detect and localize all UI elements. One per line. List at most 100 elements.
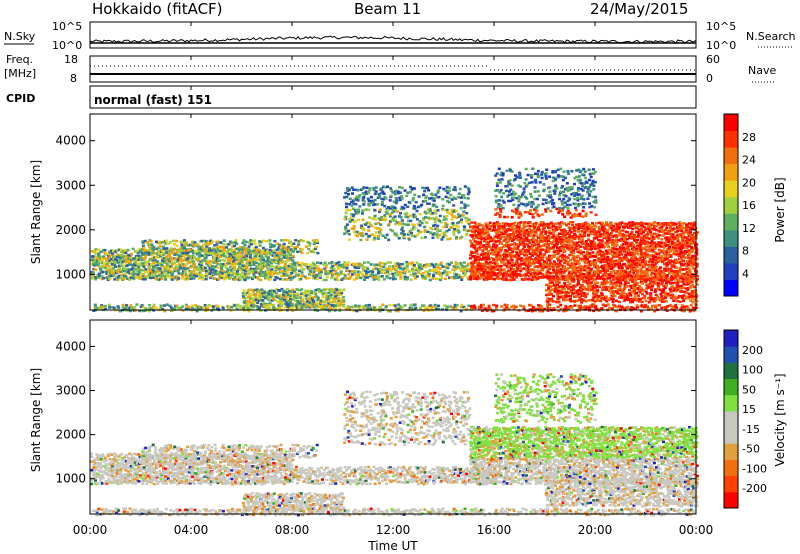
scatter-cell [462,271,466,275]
scatter-cell [584,228,588,232]
scatter-cell [538,259,542,262]
scatter-cell [175,268,179,271]
scatter-cell [399,277,403,281]
scatter-cell [229,248,233,251]
scatter-cell [441,225,445,229]
scatter-cell [568,247,572,250]
scatter-cell [146,270,150,274]
scatter-cell [568,241,572,244]
scatter-cell [100,260,104,263]
scatter-cell [553,253,557,256]
scatter-cell [560,229,564,232]
freq-label-2: [MHz] [4,67,36,80]
scatter-cell [382,278,386,281]
scatter-cell [508,248,512,252]
scatter-cell [533,272,537,275]
scatter-cell [412,269,416,272]
scatter-cell [257,258,261,261]
scatter-cell [562,258,566,261]
scatter-cell [632,243,636,247]
scatter-cell [118,254,122,257]
scatter-cell [311,248,315,251]
scatter-cell [285,274,289,277]
scatter-cell [263,302,267,306]
scatter-cell [578,249,582,252]
scatter-cell [137,275,141,278]
scatter-cell [497,178,501,182]
scatter-cell [519,267,523,271]
scatter-cell [238,259,242,262]
scatter-cell [275,291,278,295]
scatter-cell [329,269,333,273]
scatter-cell [312,274,316,278]
scatter-cell [539,245,542,248]
scatter-cell [570,237,574,240]
scatter-cell [444,195,448,199]
scatter-cell [267,297,271,300]
scatter-cell [552,231,556,235]
scatter-cell [495,235,498,238]
scatter-cell [518,223,521,226]
scatter-cell [310,274,314,277]
scatter-cell [338,272,342,276]
scatter-cell [176,250,180,253]
scatter-cell [436,224,440,228]
scatter-cell [644,227,648,230]
scatter-cell [568,235,572,239]
scatter-cell [365,186,369,190]
scatter-cell [151,251,155,254]
cpid-label: CPID [6,92,35,105]
scatter-cell [283,264,287,268]
scatter-cell [538,269,541,273]
scatter-cell [527,231,531,234]
scatter-cell [291,276,295,280]
scatter-cell [261,256,265,260]
scatter-cell [256,305,259,308]
scatter-cell [517,231,521,234]
scatter-cell [362,186,366,189]
scatter-cell [447,189,451,193]
scatter-cell [214,270,218,273]
scatter-cell [380,187,384,190]
scatter-cell [275,264,279,268]
scatter-cell [130,276,134,280]
scatter-cell [628,270,632,274]
scatter-cell [252,263,256,266]
scatter-cell [567,244,571,247]
scatter-cell [508,247,512,250]
scatter-cell [294,271,298,274]
scatter-cell [489,246,493,249]
scatter-cell [403,189,407,192]
scatter-cell [540,254,544,258]
scatter-cell [595,252,599,256]
scatter-cell [592,228,596,231]
scatter-cell [480,273,484,276]
scatter-cell [438,233,442,237]
scatter-cell [511,270,515,274]
scatter-cell [426,202,430,205]
scatter-cell [591,240,595,243]
scatter-cell [579,251,583,255]
scatter-cell [409,273,413,277]
scatter-cell [447,201,451,204]
scatter-cell [132,276,136,279]
scatter-cell [200,267,204,270]
scatter-cell [571,235,575,238]
scatter-cell [515,224,519,228]
scatter-cell [492,228,495,232]
scatter-cell [552,260,556,263]
scatter-cell [491,277,495,281]
scatter-cell [555,244,559,248]
scatter-cell [509,261,513,264]
scatter-cell [478,245,482,249]
scatter-cell [245,299,249,303]
scatter-cell [105,276,109,279]
scatter-cell [202,274,205,278]
scatter-cell [583,268,587,272]
scatter-cell [246,251,250,254]
scatter-cell [490,252,494,255]
scatter-cell [403,277,407,281]
scatter-cell [478,256,482,259]
scatter-cell [321,295,325,299]
scatter-cell [243,293,247,296]
